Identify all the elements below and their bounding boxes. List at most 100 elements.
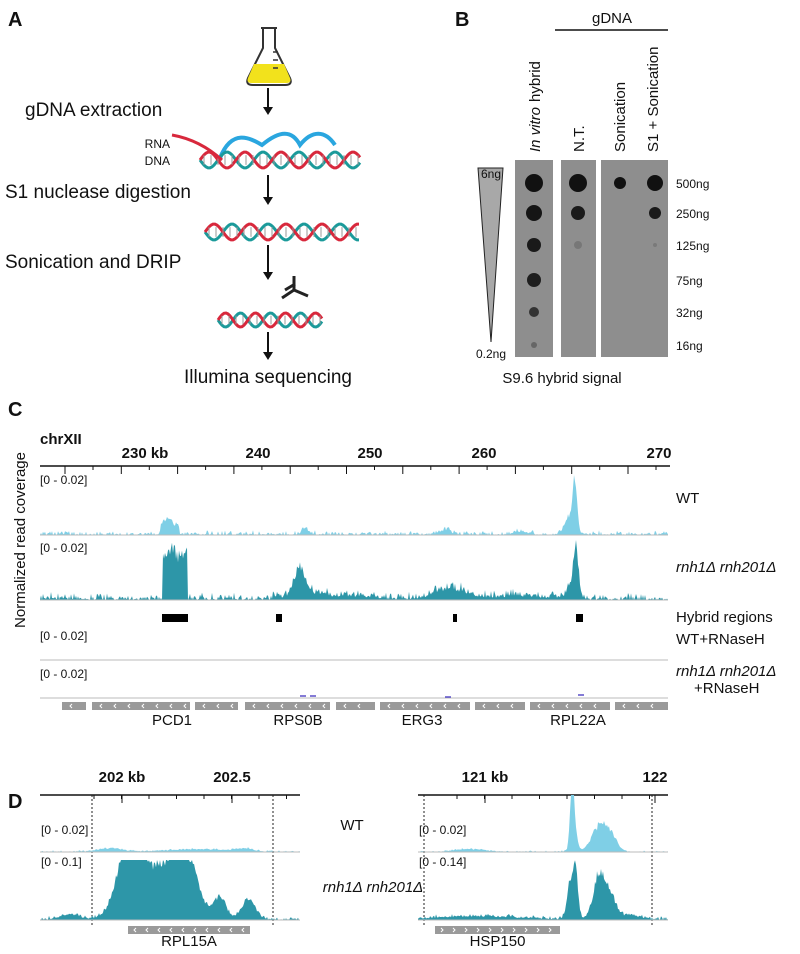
strand-arrow: [415, 703, 419, 709]
strand-arrow: [357, 703, 361, 709]
track-name: Hybrid regions: [676, 609, 773, 626]
strand-arrow: [496, 703, 500, 709]
track-range: [0 - 0.02]: [419, 823, 466, 837]
arrow-head: [263, 272, 273, 280]
amount-label: 16ng: [676, 339, 703, 353]
column-label-text: hybrid: [527, 61, 544, 102]
strand-arrow: [429, 703, 433, 709]
strand-arrow: [169, 927, 173, 933]
step-label: gDNA extraction: [25, 100, 162, 121]
strand-arrow: [537, 703, 541, 709]
column-label-text: N.T.: [571, 125, 588, 152]
blot-dot: [569, 174, 587, 192]
gene-block: [380, 702, 470, 710]
step-label: Sonication and DRIP: [5, 252, 181, 273]
strand-label: DNA: [145, 154, 170, 168]
axis-tick-label: 260: [471, 445, 496, 462]
strand-arrow: [141, 703, 145, 709]
blot-dot: [525, 174, 543, 192]
strand-arrow: [169, 703, 173, 709]
strand-arrow: [113, 703, 117, 709]
blot-dot: [527, 238, 541, 252]
strand-arrow: [548, 927, 552, 933]
strand: [216, 311, 324, 329]
coverage: [40, 847, 300, 852]
gene-name: RPS0B: [273, 712, 322, 729]
column-label: In vitro hybrid: [527, 61, 544, 152]
strand-arrow: [401, 703, 405, 709]
coverage: [418, 795, 668, 852]
gene-block: [92, 702, 190, 710]
strand-arrow: [536, 927, 540, 933]
strand-label: RNA: [145, 137, 170, 151]
blot-dot: [531, 342, 537, 348]
coverage: [40, 860, 300, 920]
blot-dot: [529, 307, 539, 317]
blot-dot: [571, 206, 585, 220]
gene-block: [530, 702, 610, 710]
gene-block: [245, 702, 330, 710]
hybrid-region: [453, 614, 457, 622]
track-name: WT: [340, 817, 363, 834]
hybrid-region: [576, 614, 583, 622]
track-range: [0 - 0.02]: [40, 473, 87, 487]
track-name: WT: [676, 490, 699, 507]
coverage: [40, 475, 668, 535]
strand-arrow: [127, 703, 131, 709]
hybrid-region: [162, 614, 188, 622]
strand-arrow: [476, 927, 480, 933]
gene-name: ERG3: [402, 712, 443, 729]
gradient-label: 6ng: [481, 167, 501, 181]
amount-label: 250ng: [676, 207, 709, 221]
panel-label: C: [8, 399, 22, 421]
gene-block: [128, 926, 250, 934]
strand-arrow: [488, 927, 492, 933]
strand-arrow: [155, 703, 159, 709]
column-label: S1 + Sonication: [645, 47, 662, 153]
column-label-text: Sonication: [612, 82, 629, 152]
chromosome: chrXII: [40, 431, 82, 448]
strand-arrow: [510, 703, 514, 709]
arrow-head: [263, 197, 273, 205]
strand-arrow: [193, 927, 197, 933]
strand-arrow: [343, 703, 347, 709]
strand-arrow: [145, 927, 149, 933]
strand-arrow: [322, 703, 326, 709]
strand-arrow: [294, 703, 298, 709]
blot-membrane: [601, 160, 668, 357]
strand-arrow: [512, 927, 516, 933]
strand-arrow: [622, 703, 626, 709]
gene-block: [475, 702, 525, 710]
gene-name: HSP150: [470, 933, 526, 949]
strand-arrow: [217, 927, 221, 933]
strand-arrow: [482, 703, 486, 709]
strand-arrow: [99, 703, 103, 709]
gene-name: RPL15A: [161, 933, 217, 949]
strand-arrow: [229, 927, 233, 933]
blot-dot: [614, 177, 626, 189]
gene-block: [336, 702, 375, 710]
strand: [216, 311, 324, 329]
flask: [246, 27, 292, 86]
strand-arrow: [636, 703, 640, 709]
track-range: [0 - 0.02]: [40, 667, 87, 681]
strand-arrow: [266, 703, 270, 709]
strand-arrow: [202, 703, 206, 709]
antibody: [281, 276, 309, 300]
strand-arrow: [443, 703, 447, 709]
rna-tail: [171, 133, 224, 162]
step-label: S1 nuclease digestion: [5, 182, 191, 203]
y-axis-label: Normalized read coverage: [12, 452, 29, 628]
strand-arrow: [440, 927, 444, 933]
blot-dot: [574, 241, 582, 249]
strand-arrow: [500, 927, 504, 933]
strand: [198, 150, 362, 170]
axis-tick-label: 230 kb: [122, 445, 169, 462]
amount-label: 500ng: [676, 177, 709, 191]
blot-dot: [653, 243, 657, 247]
gene-block: [62, 702, 86, 710]
strand-arrow: [452, 927, 456, 933]
axis-tick-label: 270: [646, 445, 671, 462]
blot-membrane: [515, 160, 553, 357]
